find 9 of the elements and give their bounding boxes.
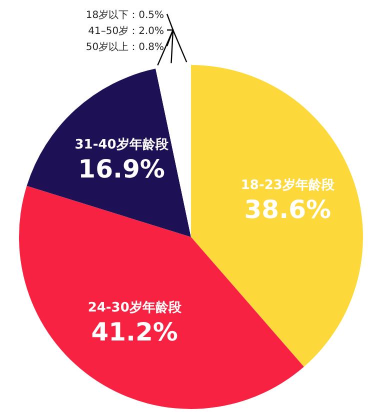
- data-label: 38.6%: [244, 194, 332, 224]
- slice-label: 18-23岁年龄段: [240, 178, 336, 193]
- data-label: 41.2%: [91, 317, 178, 346]
- slice-label: 18岁以下：0.5%: [86, 9, 164, 21]
- slice-label: 24-30岁年龄段: [88, 300, 182, 316]
- data-label: 16.9%: [78, 154, 165, 184]
- slice-label: 31-40岁年龄段: [74, 138, 170, 153]
- slice-label: 50岁以上：0.8%: [86, 41, 164, 53]
- slice-label: 41–50岁：2.0%: [88, 25, 164, 37]
